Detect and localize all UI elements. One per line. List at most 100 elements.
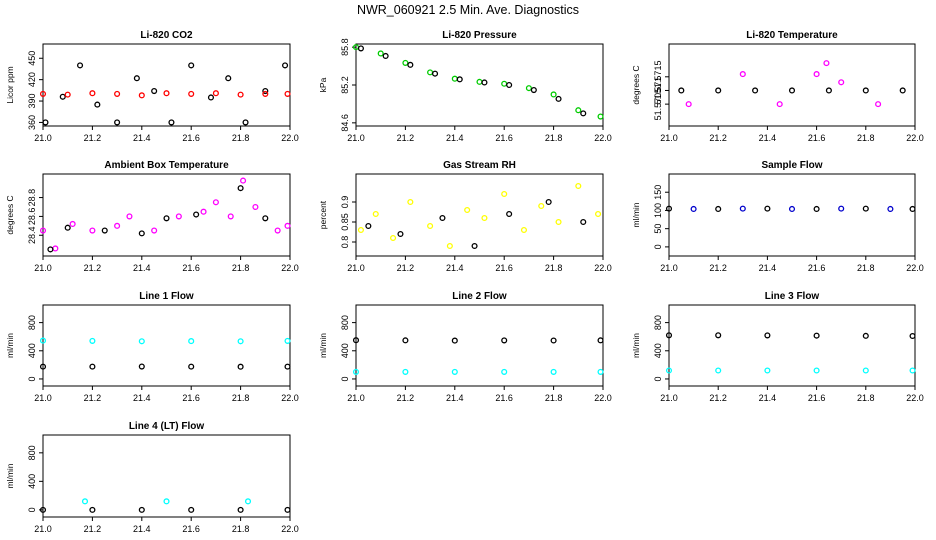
y-tick-label: 0 <box>653 244 663 249</box>
data-point <box>538 202 545 210</box>
x-tick-label: 21.2 <box>709 393 727 403</box>
data-point <box>690 205 697 213</box>
x-tick-label: 21.0 <box>660 393 678 403</box>
data-point <box>715 367 722 374</box>
data-point <box>365 222 372 230</box>
data-point <box>813 71 820 78</box>
data-point <box>274 227 281 234</box>
data-point <box>237 91 244 98</box>
data-point <box>506 81 513 89</box>
data-point <box>456 76 463 83</box>
series-cyan <box>81 498 252 505</box>
y-tick-label: 400 <box>27 474 37 489</box>
x-tick-label: 21.6 <box>182 263 200 273</box>
data-point <box>715 205 722 213</box>
y-tick-label: 0 <box>27 507 37 512</box>
data-point <box>665 367 673 374</box>
x-tick-label: 21.6 <box>808 263 826 273</box>
x-tick-label: 21.4 <box>759 133 777 143</box>
data-point <box>163 215 170 222</box>
series-black <box>39 506 291 513</box>
panel-title: Li-820 Pressure <box>442 30 517 41</box>
x-tick-label: 21.6 <box>182 393 200 403</box>
data-point <box>530 86 537 94</box>
panel-pressure: Li-820 Pressure 21.0 21.2 21.4 21.6 21.8 22.0 8… <box>318 30 612 143</box>
data-point <box>81 498 89 505</box>
data-point <box>69 220 76 228</box>
y-tick-label: 100 <box>653 203 663 218</box>
data-point <box>207 94 215 101</box>
y-axis-label: degrees C <box>631 65 641 104</box>
data-point <box>227 213 234 220</box>
data-point <box>501 80 508 87</box>
data-point <box>151 88 158 95</box>
data-point <box>175 213 182 220</box>
plot-frame <box>42 43 291 127</box>
series-green <box>352 44 604 120</box>
y-tick-label: 400 <box>653 343 663 358</box>
data-point <box>352 368 360 375</box>
x-tick-label: 21.0 <box>347 263 365 273</box>
data-point <box>520 226 528 234</box>
data-point <box>550 368 557 375</box>
data-point <box>262 88 269 95</box>
x-tick-label: 21.0 <box>34 263 52 273</box>
y-tick-label: 0.8 <box>340 236 350 249</box>
panel-title: Li-820 Temperature <box>746 30 838 41</box>
figure-title: NWR_060921 2.5 Min. Ave. Diagnostics <box>357 3 579 17</box>
data-point <box>501 368 508 375</box>
data-point <box>838 205 845 212</box>
data-point <box>284 222 291 229</box>
x-tick-label: 21.4 <box>133 393 151 403</box>
data-point <box>252 203 259 211</box>
x-tick-label: 21.2 <box>397 393 415 403</box>
panel-sample_flow: Sample Flow 21.0 21.2 21.4 21.6 21.8 22.0 0 50 10… <box>631 160 924 273</box>
data-point <box>887 205 894 213</box>
data-point <box>471 242 478 250</box>
plot-frame <box>42 434 291 518</box>
data-point <box>151 227 158 234</box>
x-tick-label: 21.6 <box>495 393 513 403</box>
data-point <box>42 119 49 126</box>
series-black <box>352 337 604 344</box>
panel-title: Gas Stream RH <box>443 160 516 171</box>
data-point <box>550 91 557 98</box>
data-point <box>284 337 291 344</box>
data-point <box>237 338 244 345</box>
data-point <box>580 218 587 226</box>
data-point <box>580 110 587 117</box>
x-tick-label: 21.0 <box>34 524 52 534</box>
data-point <box>212 199 219 206</box>
data-point <box>237 506 244 513</box>
x-tick-label: 21.2 <box>709 263 727 273</box>
data-point <box>89 363 96 370</box>
data-point <box>764 332 771 339</box>
x-tick-label: 21.6 <box>808 133 826 143</box>
y-tick-label: 0 <box>340 376 350 381</box>
data-point <box>282 62 289 69</box>
data-point <box>665 205 673 212</box>
data-point <box>481 79 488 86</box>
x-tick-label: 21.2 <box>709 133 727 143</box>
data-point <box>464 206 471 214</box>
data-point <box>597 337 604 344</box>
x-tick-label: 21.0 <box>660 263 678 273</box>
data-point <box>200 208 207 215</box>
data-point <box>813 367 820 374</box>
y-axis-label: ml/min <box>318 333 328 358</box>
data-point <box>825 87 832 94</box>
y-tick-label: 400 <box>27 343 37 358</box>
plot-frame <box>668 43 916 127</box>
data-point <box>506 210 513 218</box>
data-point <box>715 87 722 94</box>
data-point <box>89 227 96 234</box>
x-tick-label: 21.4 <box>133 133 151 143</box>
y-tick-label: 400 <box>340 343 350 358</box>
series-magenta <box>39 177 291 252</box>
data-point <box>64 91 71 98</box>
data-point <box>138 363 145 370</box>
x-tick-label: 22.0 <box>594 263 612 273</box>
y-axis-label: percent <box>318 200 328 229</box>
data-point <box>188 363 195 370</box>
plot-frame <box>668 304 916 387</box>
